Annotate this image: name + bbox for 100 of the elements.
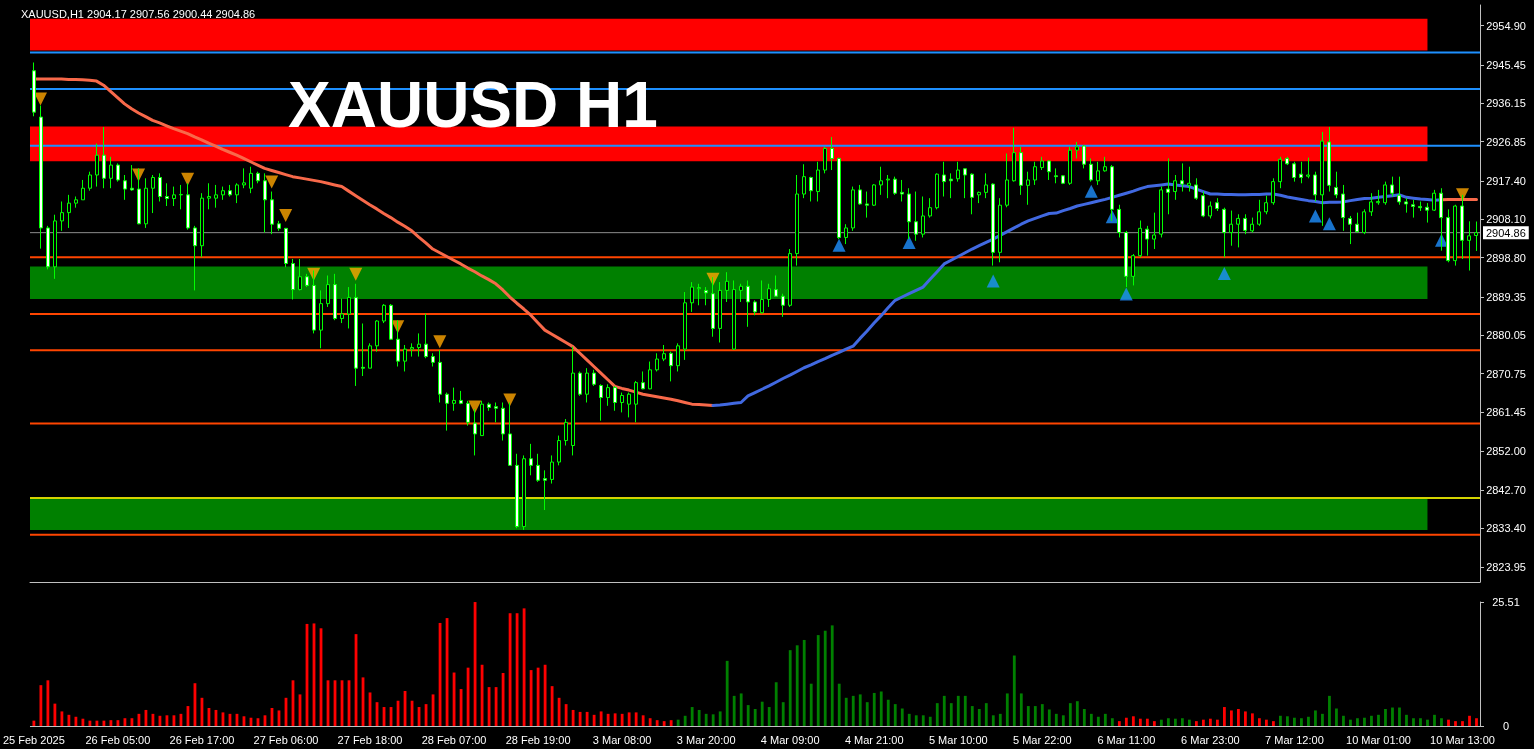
bar — [823, 630, 827, 726]
bar — [774, 682, 778, 726]
candlestick — [753, 299, 757, 316]
candlestick — [95, 143, 99, 188]
bar — [1166, 718, 1170, 726]
candlestick — [1215, 197, 1219, 212]
bar — [585, 711, 589, 726]
candlestick — [592, 369, 596, 387]
candlestick — [1201, 191, 1205, 218]
candlestick — [1222, 207, 1226, 258]
y-tick-label: 2889.35 — [1486, 290, 1526, 303]
point — [1084, 184, 1098, 198]
point — [433, 335, 447, 349]
bar — [956, 695, 960, 726]
candlestick — [137, 167, 141, 225]
bar — [1328, 695, 1331, 726]
candlestick — [585, 367, 589, 403]
bar — [949, 703, 953, 726]
candlestick — [844, 223, 848, 245]
candlestick — [1208, 200, 1212, 219]
bar — [46, 680, 50, 726]
bar — [1307, 716, 1310, 726]
bar — [1061, 715, 1065, 726]
candlestick — [291, 258, 295, 300]
candlestick — [809, 176, 813, 202]
candlestick — [67, 194, 71, 229]
point — [1119, 287, 1133, 301]
bar — [1405, 714, 1408, 726]
candlestick — [977, 191, 981, 204]
candlestick — [669, 351, 673, 382]
candlestick — [1271, 177, 1275, 206]
candlestick — [627, 392, 631, 418]
bar — [564, 704, 568, 726]
candlestick — [1341, 184, 1345, 232]
bar — [1229, 710, 1233, 726]
candlestick — [858, 184, 862, 206]
bar — [1265, 719, 1268, 726]
candlestick — [347, 286, 351, 329]
bar — [732, 695, 736, 726]
bar — [1082, 708, 1086, 726]
bar — [1159, 719, 1163, 726]
bar — [1433, 714, 1436, 726]
y-tick-label: 2936.15 — [1486, 97, 1526, 110]
bar — [1293, 717, 1296, 726]
bar — [907, 713, 911, 726]
bar — [1384, 708, 1387, 726]
candlestick — [711, 276, 715, 338]
candlestick — [1383, 181, 1387, 206]
candlestick — [606, 383, 610, 407]
bar — [578, 711, 582, 726]
candlestick — [487, 401, 491, 412]
x-tick-label: 4 Mar 09:00 — [760, 733, 820, 746]
candlestick — [1103, 156, 1107, 173]
candlestick — [872, 183, 876, 207]
bar — [1131, 716, 1135, 726]
x-tick-label: 26 Feb 05:00 — [85, 733, 151, 746]
point — [279, 209, 293, 223]
candlestick — [543, 469, 547, 511]
candlestick — [172, 186, 176, 207]
candlestick — [277, 220, 281, 232]
candlestick — [151, 174, 155, 214]
bar — [662, 721, 666, 726]
x-tick-label: 25 Feb 2025 — [2, 733, 65, 746]
candlestick — [1089, 157, 1093, 183]
candlestick — [1005, 152, 1009, 208]
bar — [1286, 716, 1289, 726]
bar — [935, 703, 939, 726]
bar — [858, 694, 862, 726]
candlestick — [1075, 141, 1079, 159]
candlestick — [1131, 253, 1135, 286]
candlestick — [767, 283, 771, 308]
candlestick — [123, 174, 127, 201]
bar — [781, 702, 785, 726]
bar — [627, 712, 631, 726]
bar — [1208, 718, 1212, 726]
candlestick — [319, 289, 323, 349]
candlestick — [298, 258, 302, 291]
candlestick — [823, 146, 827, 174]
candlestick — [1250, 217, 1254, 233]
candlestick — [662, 344, 666, 362]
candlestick — [32, 61, 36, 117]
bar — [851, 695, 855, 726]
candlestick — [515, 453, 519, 529]
candlestick — [1236, 213, 1240, 248]
bar — [802, 639, 806, 726]
bar — [550, 686, 554, 726]
candlestick — [1439, 187, 1443, 252]
candlestick — [382, 303, 386, 324]
x-tick-label: 6 Mar 23:00 — [1181, 733, 1240, 746]
bar — [592, 714, 596, 726]
candlestick — [158, 172, 162, 202]
bar — [1089, 713, 1093, 726]
bar — [32, 720, 36, 726]
bar — [1300, 718, 1303, 726]
candlestick — [1418, 200, 1422, 212]
candlestick — [522, 454, 526, 531]
candlestick — [424, 313, 428, 359]
candlestick — [963, 167, 967, 199]
candlestick — [396, 319, 400, 367]
x-tick-label: 28 Feb 19:00 — [505, 733, 571, 746]
